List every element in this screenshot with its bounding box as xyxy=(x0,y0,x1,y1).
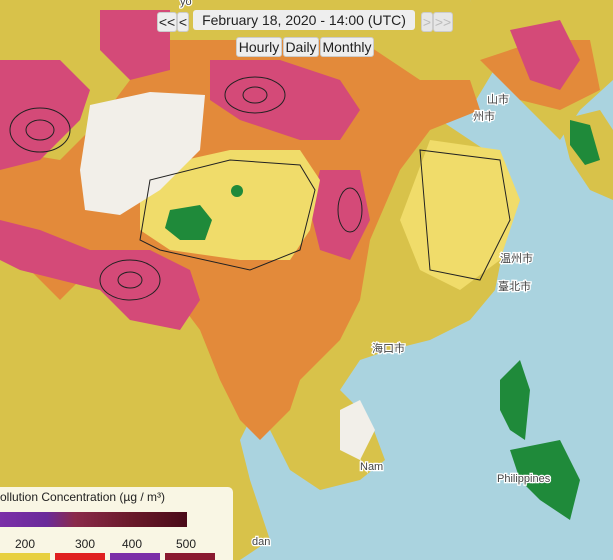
place-label: yo xyxy=(180,0,192,8)
legend-swatch xyxy=(55,553,105,560)
legend-tick: 300 xyxy=(74,537,96,551)
first-button[interactable]: << xyxy=(157,12,177,32)
place-label: 山市 xyxy=(487,92,509,106)
legend-swatch xyxy=(165,553,215,560)
pollution-pink-6 xyxy=(510,20,580,90)
place-label: dan xyxy=(252,536,270,548)
pollution-green-ph xyxy=(500,360,530,440)
no-data xyxy=(80,92,205,215)
place-label: 海口市 xyxy=(372,341,405,355)
pollution-green-ph2 xyxy=(510,440,580,520)
pollution-yellow-2 xyxy=(400,140,520,290)
pollution-pink xyxy=(0,60,90,170)
next-button[interactable]: > xyxy=(421,12,433,32)
legend-title: ollution Concentration (µg / m³) xyxy=(0,490,165,504)
pollution-green-spot xyxy=(231,185,243,197)
legend: ollution Concentration (µg / m³) 200 300… xyxy=(0,487,233,560)
last-button[interactable]: >> xyxy=(433,12,453,32)
pollution-pink-4 xyxy=(100,10,170,80)
legend-swatch xyxy=(0,553,50,560)
view-button[interactable]: Hourly xyxy=(236,37,282,57)
view-button[interactable]: Daily xyxy=(283,37,319,57)
no-data-2 xyxy=(340,400,375,460)
place-label: 州市 xyxy=(473,109,495,123)
pollution-pink-5 xyxy=(310,170,370,260)
legend-swatch xyxy=(110,553,160,560)
place-label: Philippines xyxy=(497,473,551,485)
pollution-pink-3 xyxy=(210,60,360,140)
legend-tick: 200 xyxy=(14,537,36,551)
pollution-pink-2 xyxy=(0,220,200,330)
place-label: 温州市 xyxy=(500,251,533,265)
view-button[interactable]: Monthly xyxy=(320,37,374,57)
place-label: Nam xyxy=(360,461,383,473)
date-display: February 18, 2020 - 14:00 (UTC) xyxy=(193,10,415,30)
pollution-green xyxy=(165,205,212,240)
pollution-green-tw xyxy=(570,120,600,165)
legend-tick: 400 xyxy=(121,537,143,551)
legend-gradient xyxy=(0,512,187,527)
place-label: 臺北市 xyxy=(498,279,531,293)
contours xyxy=(9,76,511,301)
legend-tick: 500 xyxy=(175,537,197,551)
prev-button[interactable]: < xyxy=(177,12,189,32)
